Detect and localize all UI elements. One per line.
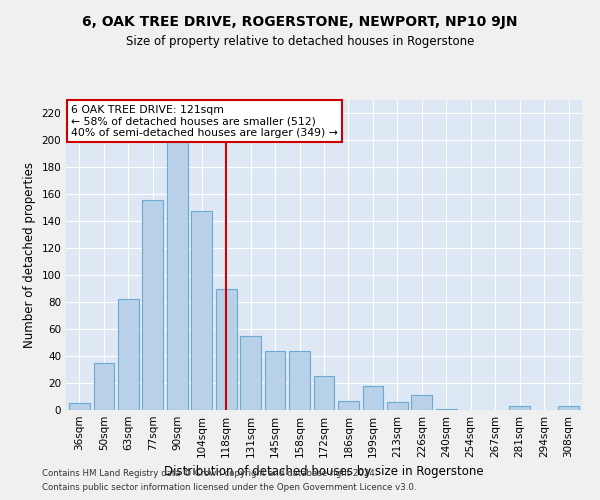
Bar [69, 404, 90, 410]
Bar [240, 336, 261, 410]
Bar [509, 406, 530, 410]
Bar [94, 363, 114, 410]
Bar [314, 376, 334, 410]
Text: Contains public sector information licensed under the Open Government Licence v3: Contains public sector information licen… [42, 484, 416, 492]
Bar [362, 386, 383, 410]
Bar [118, 300, 139, 410]
Bar [338, 400, 359, 410]
Bar [558, 406, 579, 410]
Text: Contains HM Land Registry data © Crown copyright and database right 2024.: Contains HM Land Registry data © Crown c… [42, 468, 377, 477]
Bar [387, 402, 408, 410]
Text: 6 OAK TREE DRIVE: 121sqm
← 58% of detached houses are smaller (512)
40% of semi-: 6 OAK TREE DRIVE: 121sqm ← 58% of detach… [71, 104, 338, 138]
Bar [412, 395, 432, 410]
Bar [436, 408, 457, 410]
Bar [191, 210, 212, 410]
Text: Size of property relative to detached houses in Rogerstone: Size of property relative to detached ho… [126, 35, 474, 48]
Bar [216, 288, 236, 410]
Bar [289, 350, 310, 410]
Y-axis label: Number of detached properties: Number of detached properties [23, 162, 36, 348]
Bar [167, 139, 188, 410]
Bar [142, 200, 163, 410]
Text: 6, OAK TREE DRIVE, ROGERSTONE, NEWPORT, NP10 9JN: 6, OAK TREE DRIVE, ROGERSTONE, NEWPORT, … [82, 15, 518, 29]
X-axis label: Distribution of detached houses by size in Rogerstone: Distribution of detached houses by size … [164, 466, 484, 478]
Bar [265, 350, 286, 410]
